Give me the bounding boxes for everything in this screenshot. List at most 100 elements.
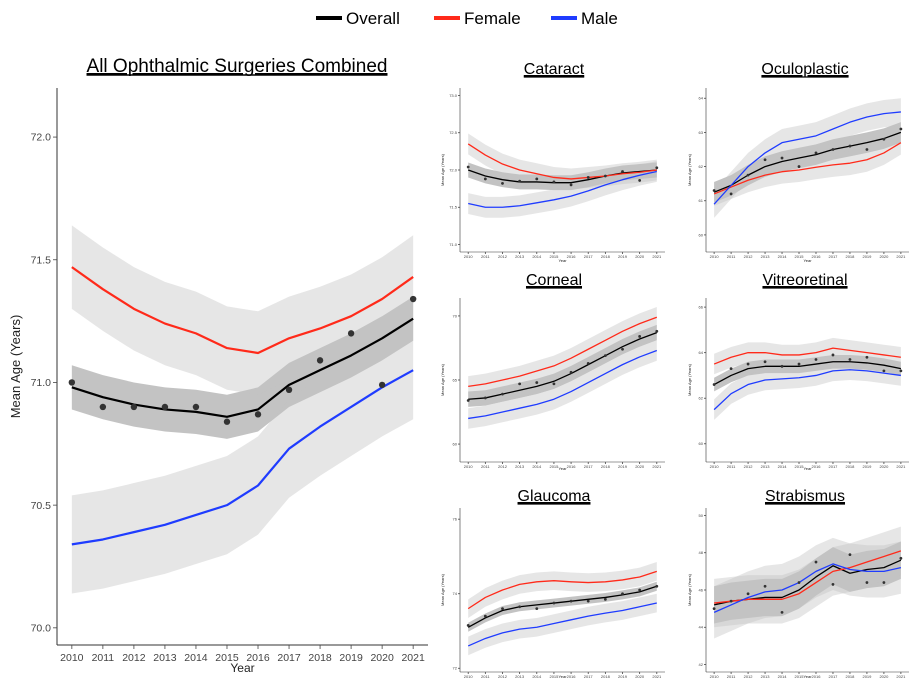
data-point-glaucoma-2011: [483, 614, 487, 618]
y-tick-label-corneal: 65: [453, 377, 458, 382]
series-line-overall-vitreoretinal: [713, 361, 902, 386]
data-point-corneal-2012: [501, 392, 504, 396]
y-tick-label-strabismus: 48: [699, 550, 704, 555]
series-line-female-corneal: [468, 316, 658, 388]
data-point-vitreoretinal-2016: [814, 358, 818, 361]
data-point-cataract-2011: [483, 177, 487, 181]
data-point-glaucoma-2015: [552, 601, 556, 605]
data-point-strabismus-2019: [865, 581, 869, 584]
x-tick-label-cataract: 2013: [515, 254, 525, 259]
data-point-cataract-2020: [638, 179, 642, 182]
data-point-all-ophthalmic-surgeries-combined-2014: [192, 403, 200, 411]
data-point-vitreoretinal-2011: [729, 367, 733, 371]
y-axis-label-vitreoretinal: Mean Age (Years): [687, 363, 692, 396]
data-point-all-ophthalmic-surgeries-combined-2010: [68, 379, 76, 386]
ci-band-overall-glaucoma: [468, 581, 657, 632]
data-point-vitreoretinal-2019: [865, 355, 869, 359]
y-tick-label-glaucoma: 72: [453, 666, 458, 671]
x-tick-label-corneal: 2020: [635, 464, 645, 469]
series-line-female-strabismus: [714, 550, 902, 604]
x-tick-label-oculoplastic: 2015: [795, 254, 805, 259]
data-point-oculoplastic-2011: [729, 192, 733, 196]
x-tick-label-all-ophthalmic-surgeries-combined: 2019: [339, 652, 363, 664]
x-tick-label-glaucoma: 2014: [532, 674, 542, 678]
data-point-oculoplastic-2018: [848, 144, 852, 148]
data-point-vitreoretinal-2021: [899, 369, 903, 373]
x-tick-label-oculoplastic: 2018: [845, 254, 855, 259]
ci-band-female-all-ophthalmic-surgeries-combined: [71, 225, 414, 395]
data-point-vitreoretinal-2012: [746, 362, 750, 366]
x-tick-label-all-ophthalmic-surgeries-combined: 2021: [401, 652, 425, 664]
chart-title-corneal: Corneal: [526, 272, 582, 289]
data-point-oculoplastic-2012: [746, 173, 750, 177]
data-point-vitreoretinal-2017: [831, 353, 835, 357]
x-tick-label-strabismus: 2020: [879, 674, 889, 678]
data-point-corneal-2020: [638, 335, 642, 338]
x-tick-label-oculoplastic: 2011: [727, 254, 736, 259]
series-line-female-oculoplastic: [713, 142, 902, 195]
x-tick-label-corneal: 2016: [567, 464, 577, 469]
data-point-all-ophthalmic-surgeries-combined-2016: [254, 411, 262, 418]
series-line-female-all-ophthalmic-surgeries-combined: [71, 266, 414, 355]
ci-band-overall-oculoplastic: [714, 122, 901, 203]
x-tick-label-strabismus: 2014: [778, 674, 788, 678]
data-point-cataract-2021: [655, 166, 659, 170]
data-point-oculoplastic-2013: [763, 158, 767, 162]
ci-band-overall-strabismus: [714, 541, 901, 624]
x-tick-label-corneal: 2011: [481, 464, 490, 469]
data-point-oculoplastic-2021: [899, 127, 903, 131]
data-point-oculoplastic-2020: [882, 137, 886, 141]
data-point-oculoplastic-2010: [712, 189, 716, 192]
x-tick-label-all-ophthalmic-surgeries-combined: 2010: [60, 652, 84, 664]
series-line-overall-corneal: [468, 331, 658, 400]
y-tick-label-cataract: 72.5: [449, 130, 458, 135]
series-line-male-all-ophthalmic-surgeries-combined: [71, 369, 414, 546]
x-tick-label-oculoplastic: 2017: [829, 254, 839, 259]
data-point-cataract-2015: [552, 180, 556, 184]
data-point-all-ophthalmic-surgeries-combined-2018: [316, 357, 324, 364]
data-point-corneal-2016: [569, 370, 573, 374]
data-point-cataract-2013: [518, 179, 522, 183]
ci-band-male-corneal: [468, 340, 657, 429]
data-point-strabismus-2010: [712, 607, 716, 611]
data-point-vitreoretinal-2015: [797, 362, 801, 366]
series-line-female-glaucoma: [467, 570, 658, 610]
data-point-strabismus-2021: [899, 556, 903, 560]
data-point-strabismus-2014: [780, 610, 784, 614]
y-axis-label-glaucoma: Mean Age (Years): [440, 573, 445, 606]
x-tick-label-vitreoretinal: 2021: [896, 464, 906, 469]
x-tick-label-glaucoma: 2016: [567, 674, 577, 678]
data-point-all-ophthalmic-surgeries-combined-2012: [130, 403, 138, 411]
data-point-cataract-2010: [466, 165, 470, 169]
data-point-strabismus-2012: [746, 592, 750, 596]
x-axis-label-all-ophthalmic-surgeries-combined: Year: [230, 661, 254, 675]
series-line-overall-oculoplastic: [713, 131, 902, 193]
y-tick-label-strabismus: 50: [699, 513, 704, 518]
data-point-cataract-2018: [603, 174, 607, 178]
data-point-corneal-2010: [466, 399, 470, 402]
data-point-glaucoma-2021: [655, 584, 659, 588]
x-tick-label-corneal: 2010: [464, 464, 474, 469]
x-tick-label-strabismus: 2021: [896, 674, 906, 678]
x-tick-label-all-ophthalmic-surgeries-combined: 2017: [277, 652, 301, 664]
ci-band-male-vitreoretinal: [714, 359, 901, 420]
data-point-all-ophthalmic-surgeries-combined-2015: [223, 418, 231, 425]
x-tick-label-strabismus: 2013: [761, 674, 771, 678]
chart-title-all-ophthalmic-surgeries-combined: All Ophthalmic Surgeries Combined: [87, 56, 388, 77]
legend-label-male: Male: [581, 9, 618, 28]
data-point-strabismus-2013: [763, 584, 767, 588]
data-point-all-ophthalmic-surgeries-combined-2013: [161, 403, 169, 411]
data-point-cataract-2019: [621, 170, 624, 173]
x-tick-label-cataract: 2015: [549, 254, 559, 259]
x-tick-label-all-ophthalmic-surgeries-combined: 2014: [184, 652, 208, 664]
data-point-cataract-2014: [535, 177, 539, 181]
x-tick-label-cataract: 2012: [498, 254, 508, 259]
data-point-vitreoretinal-2020: [882, 369, 886, 373]
ci-band-overall-cataract: [468, 162, 657, 191]
x-tick-label-strabismus: 2017: [829, 674, 839, 678]
data-point-strabismus-2020: [882, 581, 886, 584]
data-point-glaucoma-2016: [569, 599, 573, 603]
x-tick-label-cataract: 2018: [601, 254, 611, 259]
x-tick-label-corneal: 2013: [515, 464, 525, 469]
